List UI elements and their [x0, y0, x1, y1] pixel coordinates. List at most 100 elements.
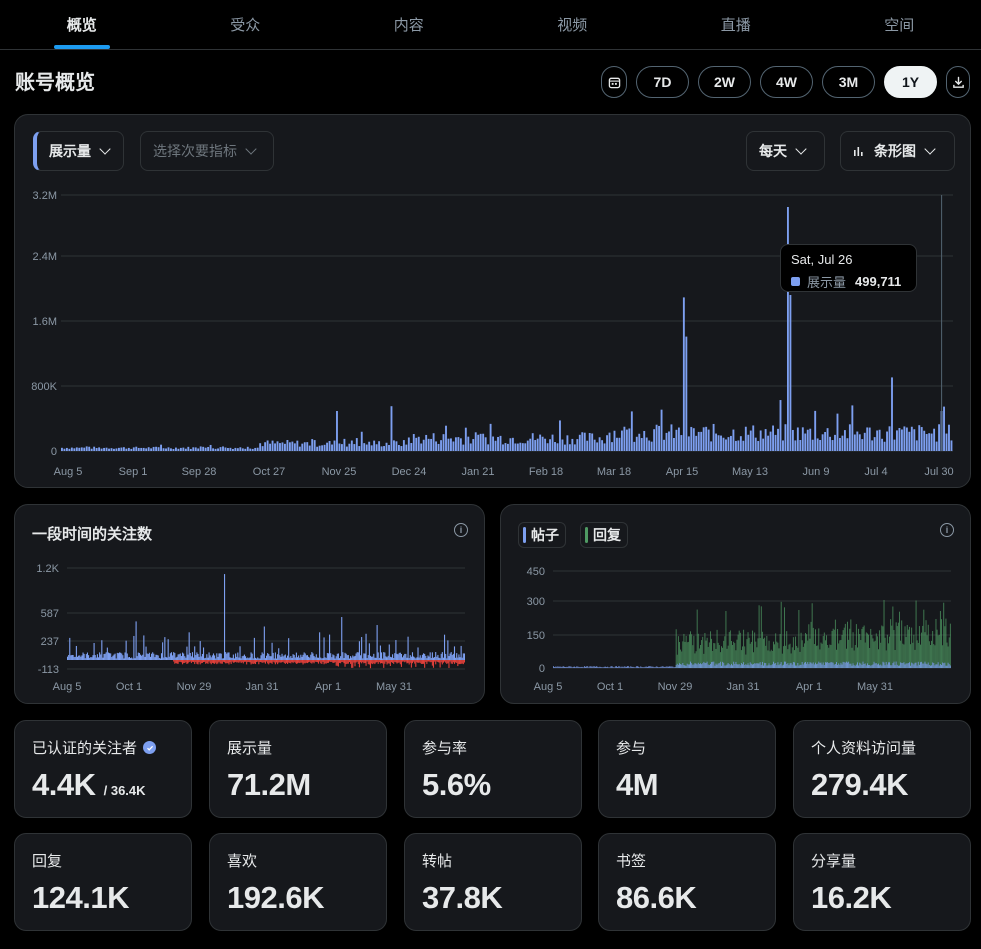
stat-value: 71.2M	[227, 767, 311, 802]
impressions-bar	[583, 432, 586, 451]
unfollow-bar	[377, 660, 379, 664]
posts-bar	[693, 664, 695, 668]
tab-overview[interactable]: 概览	[0, 0, 164, 49]
impressions-bar	[730, 435, 732, 451]
posts-bar	[795, 665, 797, 668]
posts-bar	[929, 665, 931, 668]
unfollow-bar	[394, 660, 396, 662]
stat-card-replies[interactable]: 回复 124.1K	[14, 833, 192, 931]
primary-metric-dropdown[interactable]: 展示量	[33, 131, 124, 171]
tab-live[interactable]: 直播	[720, 17, 751, 34]
followers-bar	[225, 652, 227, 660]
stat-value: 37.8K	[422, 880, 503, 915]
impressions-bar	[415, 437, 418, 451]
replies-bar	[903, 644, 905, 668]
range-3m-button[interactable]: 3M	[822, 66, 875, 98]
stat-card-engagements[interactable]: 参与 4M	[598, 720, 776, 818]
followers-bar	[289, 657, 291, 660]
impressions-bar	[588, 433, 591, 451]
unfollow-bar	[367, 660, 369, 665]
legend-posts[interactable]: 帖子	[518, 522, 566, 548]
secondary-metric-dropdown[interactable]: 选择次要指标	[140, 131, 274, 171]
followers-bar	[427, 655, 429, 660]
stat-card-likes[interactable]: 喜欢 192.6K	[209, 833, 387, 931]
stat-card-impressions[interactable]: 展示量 71.2M	[209, 720, 387, 818]
unfollow-bar	[295, 660, 297, 664]
followers-bar	[194, 646, 196, 660]
followers-bar	[334, 658, 336, 660]
replies-bar	[853, 650, 855, 668]
page-title: 账号概览	[15, 72, 95, 94]
followers-bar	[151, 653, 153, 660]
unfollow-bar	[380, 660, 383, 664]
posts-bar	[614, 666, 616, 668]
followers-bar	[158, 657, 160, 660]
stat-label: 个人资料访问量	[811, 740, 917, 757]
unfollow-bar	[252, 660, 254, 664]
stat-card-engagement-rate[interactable]: 参与率 5.6%	[404, 720, 582, 818]
posts-bar	[740, 663, 742, 668]
replies-bar	[777, 642, 779, 668]
impressions-bar	[370, 445, 373, 451]
legend-replies[interactable]: 回复	[580, 522, 628, 548]
unfollow-bar	[253, 660, 255, 664]
impressions-bar	[450, 438, 452, 451]
posts-bar	[571, 667, 573, 668]
unfollow-bar	[414, 660, 416, 664]
impressions-bar	[749, 430, 752, 451]
posts-bar	[566, 666, 568, 668]
replies-bar	[792, 637, 794, 668]
unfollow-bar	[216, 660, 218, 665]
info-icon[interactable]: i	[454, 523, 468, 537]
tab-audience[interactable]: 受众	[230, 17, 261, 34]
calendar-button[interactable]	[601, 66, 627, 98]
unfollow-bar	[257, 660, 259, 662]
posts-bar	[941, 665, 942, 668]
unfollow-bar	[371, 660, 373, 664]
impressions-bar	[177, 448, 180, 451]
tab-video[interactable]: 视频	[557, 17, 588, 34]
unfollow-bar	[329, 660, 331, 662]
stat-card-verified-followers[interactable]: 已认证的关注者 4.4K / 36.4K	[14, 720, 192, 818]
stat-card-shares[interactable]: 分享量 16.2K	[793, 833, 971, 931]
replies-bar	[880, 642, 882, 668]
unfollow-bar	[420, 660, 422, 664]
range-4w-button[interactable]: 4W	[760, 66, 813, 98]
stat-card-profile-visits[interactable]: 个人资料访问量 279.4K	[793, 720, 971, 818]
unfollow-bar	[278, 660, 280, 663]
download-button[interactable]	[946, 66, 970, 98]
tab-content[interactable]: 内容	[393, 17, 424, 34]
posts-bar	[828, 663, 830, 668]
unfollow-bar	[190, 660, 192, 664]
unfollow-bar	[208, 660, 210, 662]
followers-bar	[91, 657, 93, 660]
replies-bar	[707, 646, 709, 668]
replies-bar	[860, 640, 862, 668]
impressions-bar	[360, 431, 363, 451]
followers-bar	[73, 656, 75, 660]
range-1y-button[interactable]: 1Y	[884, 66, 937, 98]
chart-type-dropdown[interactable]: 条形图	[840, 131, 955, 171]
replies-bar	[818, 628, 820, 668]
range-7d-button[interactable]: 7D	[636, 66, 689, 98]
followers-bar	[419, 655, 421, 660]
impressions-bar	[806, 429, 809, 451]
stat-card-reposts[interactable]: 转帖 37.8K	[404, 833, 582, 931]
impressions-bar	[853, 434, 856, 451]
range-2w-button[interactable]: 2W	[698, 66, 751, 98]
unfollow-bar	[274, 660, 276, 665]
info-icon[interactable]: i	[940, 523, 954, 537]
posts-bar	[833, 664, 835, 668]
stat-value: 192.6K	[227, 880, 324, 915]
replies-bar	[706, 637, 708, 668]
unfollow-bar	[411, 660, 414, 664]
tab-spaces[interactable]: 空间	[884, 17, 915, 34]
followers-bar	[332, 654, 334, 660]
stat-card-bookmarks[interactable]: 书签 86.6K	[598, 833, 776, 931]
followers-bar	[373, 653, 375, 660]
impressions-bar	[608, 432, 611, 451]
granularity-dropdown[interactable]: 每天	[746, 131, 825, 171]
